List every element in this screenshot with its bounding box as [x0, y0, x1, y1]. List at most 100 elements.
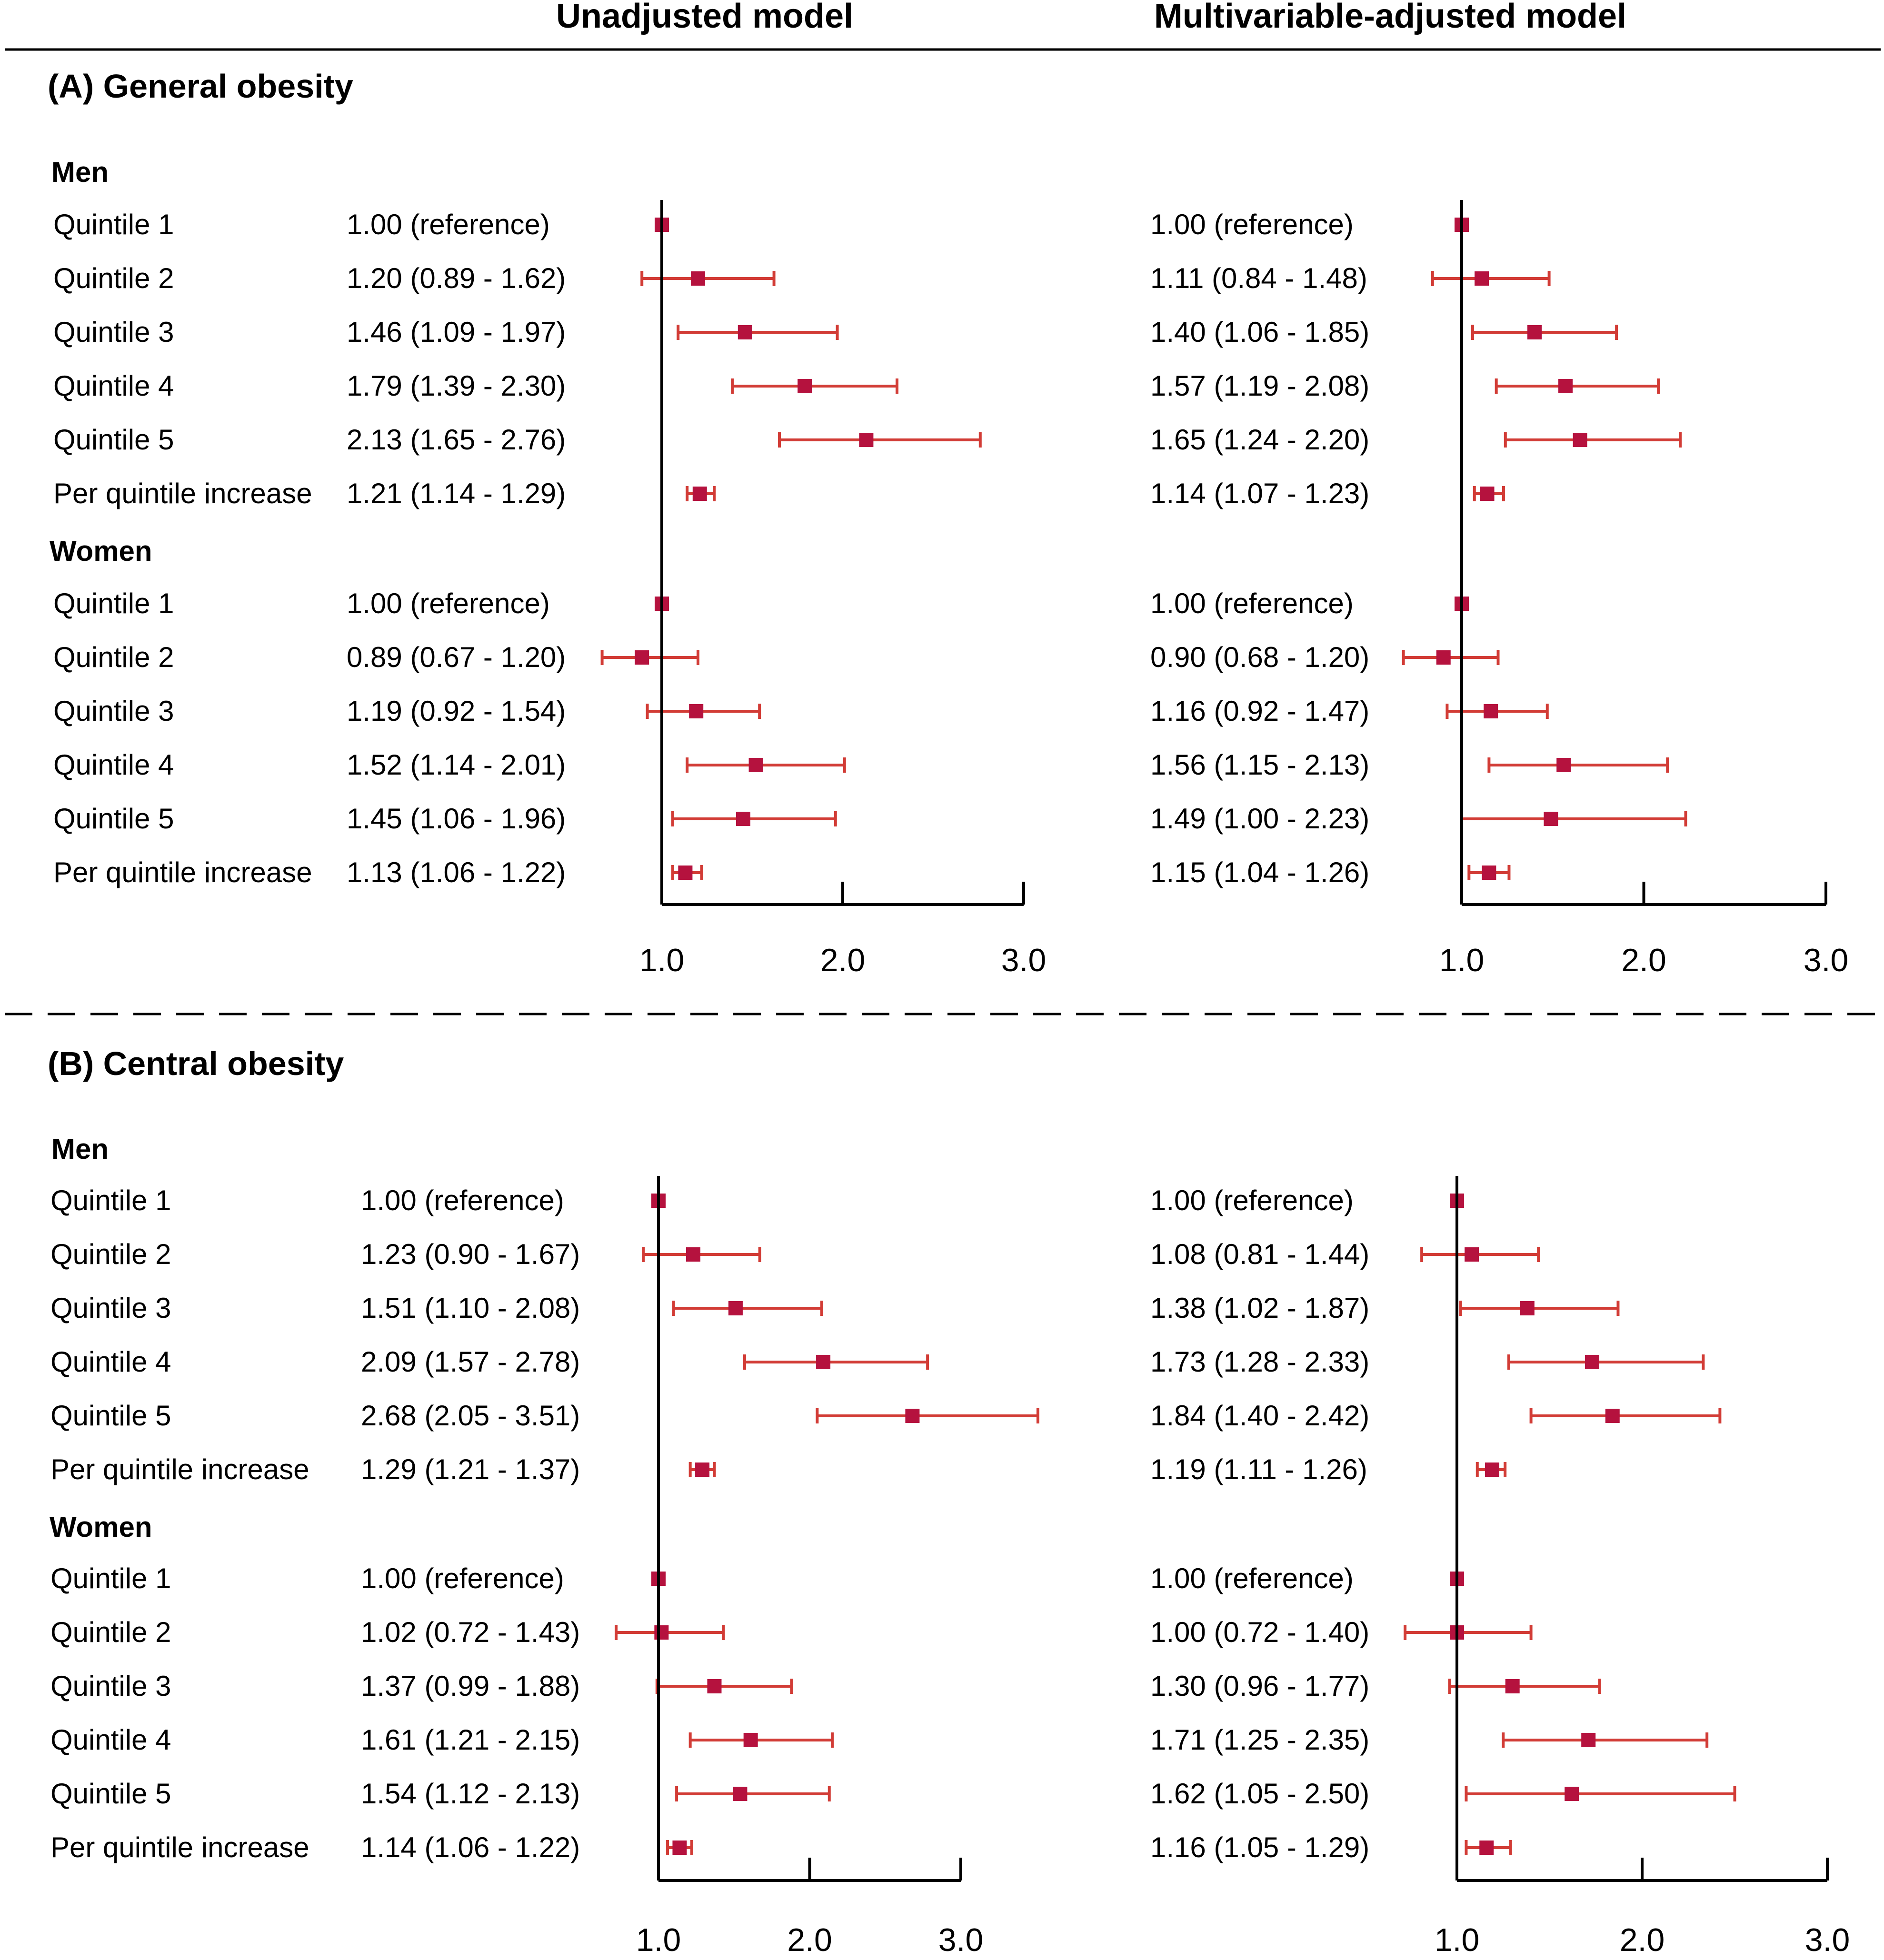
- estimate-label-central-adj-men-3: 1.73 (1.28 - 2.33): [1150, 1346, 1369, 1378]
- row-label-central-men-4: Quintile 5: [50, 1400, 171, 1432]
- row-label-central-women-4: Quintile 5: [50, 1778, 171, 1810]
- point-marker-central-adj-women-5: [1479, 1841, 1494, 1855]
- row-label-general-women-5: Per quintile increase: [53, 856, 312, 888]
- row-label-general-women-1: Quintile 2: [53, 641, 174, 673]
- estimate-label-central-adj-women-4: 1.62 (1.05 - 2.50): [1150, 1778, 1369, 1810]
- estimate-label-central-adj-women-0: 1.00 (reference): [1150, 1562, 1354, 1594]
- estimate-label-general-adj-men-5: 1.14 (1.07 - 1.23): [1150, 478, 1369, 509]
- point-marker-general-unadj-men-3: [797, 379, 812, 393]
- estimate-label-central-adj-men-5: 1.19 (1.11 - 1.26): [1150, 1453, 1367, 1485]
- row-label-central-women-1: Quintile 2: [50, 1616, 171, 1648]
- estimate-label-central-adj-men-1: 1.08 (0.81 - 1.44): [1150, 1238, 1369, 1270]
- point-marker-central-adj-men-3: [1585, 1355, 1599, 1369]
- estimate-label-central-adj-women-3: 1.71 (1.25 - 2.35): [1150, 1724, 1369, 1756]
- estimate-label-general-unadj-women-4: 1.45 (1.06 - 1.96): [347, 803, 566, 835]
- estimate-label-general-unadj-women-3: 1.52 (1.14 - 2.01): [347, 749, 566, 781]
- estimate-label-central-adj-women-2: 1.30 (0.96 - 1.77): [1150, 1670, 1369, 1702]
- estimate-label-central-unadj-men-3: 2.09 (1.57 - 2.78): [361, 1346, 580, 1378]
- estimate-label-general-adj-men-3: 1.57 (1.19 - 2.08): [1150, 370, 1369, 402]
- column-title-adjusted: Multivariable-adjusted model: [1154, 0, 1626, 35]
- row-label-general-women-0: Quintile 1: [53, 587, 174, 619]
- point-marker-general-adj-women-4: [1544, 812, 1558, 826]
- row-label-central-women-2: Quintile 3: [50, 1670, 171, 1702]
- point-marker-general-unadj-men-4: [859, 433, 874, 447]
- estimate-label-general-unadj-women-1: 0.89 (0.67 - 1.20): [347, 641, 566, 673]
- point-marker-central-adj-women-3: [1581, 1733, 1596, 1747]
- point-marker-central-adj-men-2: [1520, 1301, 1535, 1315]
- x-tick-label-central-unadj-1: 2.0: [787, 1922, 832, 1958]
- estimate-label-central-unadj-men-2: 1.51 (1.10 - 2.08): [361, 1292, 580, 1324]
- point-marker-general-unadj-women-4: [736, 812, 750, 826]
- estimate-label-central-unadj-men-0: 1.00 (reference): [361, 1184, 564, 1216]
- point-marker-central-unadj-women-2: [707, 1679, 722, 1693]
- estimate-label-central-unadj-men-5: 1.29 (1.21 - 1.37): [361, 1453, 580, 1485]
- row-label-general-women-2: Quintile 3: [53, 695, 174, 727]
- row-label-central-men-3: Quintile 4: [50, 1346, 171, 1378]
- estimate-label-general-adj-men-4: 1.65 (1.24 - 2.20): [1150, 424, 1369, 456]
- estimate-label-general-unadj-women-5: 1.13 (1.06 - 1.22): [347, 856, 566, 888]
- estimate-label-central-adj-men-4: 1.84 (1.40 - 2.42): [1150, 1400, 1369, 1432]
- estimate-label-general-unadj-men-0: 1.00 (reference): [347, 209, 550, 240]
- estimate-label-central-unadj-women-1: 1.02 (0.72 - 1.43): [361, 1616, 580, 1648]
- estimate-label-general-adj-men-0: 1.00 (reference): [1150, 209, 1354, 240]
- row-label-central-men-0: Quintile 1: [50, 1184, 171, 1216]
- point-marker-general-adj-men-3: [1558, 379, 1573, 393]
- point-marker-central-adj-men-1: [1465, 1247, 1479, 1262]
- row-label-central-women-0: Quintile 1: [50, 1562, 171, 1594]
- row-label-general-women-3: Quintile 4: [53, 749, 174, 781]
- estimate-label-central-unadj-women-3: 1.61 (1.21 - 2.15): [361, 1724, 580, 1756]
- point-marker-central-adj-women-4: [1565, 1787, 1579, 1801]
- point-marker-general-unadj-women-5: [678, 866, 693, 880]
- point-marker-central-unadj-men-4: [905, 1409, 920, 1423]
- estimate-label-central-unadj-women-0: 1.00 (reference): [361, 1562, 564, 1594]
- estimate-label-general-adj-men-2: 1.40 (1.06 - 1.85): [1150, 316, 1369, 348]
- group-title-central-men: Men: [51, 1133, 109, 1165]
- row-label-central-men-1: Quintile 2: [50, 1238, 171, 1270]
- row-label-general-women-4: Quintile 5: [53, 803, 174, 835]
- x-tick-label-central-adj-2: 3.0: [1805, 1922, 1850, 1958]
- estimate-label-general-adj-men-1: 1.11 (0.84 - 1.48): [1150, 262, 1367, 294]
- row-label-general-men-2: Quintile 3: [53, 316, 174, 348]
- estimate-label-central-adj-men-0: 1.00 (reference): [1150, 1184, 1354, 1216]
- point-marker-general-adj-men-1: [1475, 271, 1489, 286]
- row-label-general-men-1: Quintile 2: [53, 262, 174, 294]
- estimate-label-general-adj-women-4: 1.49 (1.00 - 2.23): [1150, 803, 1369, 835]
- x-tick-label-central-adj-1: 2.0: [1620, 1922, 1665, 1958]
- row-label-central-women-5: Per quintile increase: [50, 1831, 309, 1863]
- x-tick-label-general-adj-0: 1.0: [1439, 942, 1485, 978]
- section-title-central: (B) Central obesity: [48, 1045, 344, 1082]
- point-marker-general-adj-women-2: [1484, 704, 1498, 718]
- plot-area: (A) General obesity Men Quintile 1 1.00 (re…: [48, 68, 1850, 1958]
- point-marker-general-adj-women-1: [1436, 650, 1451, 665]
- group-title-general-women: Women: [50, 535, 152, 567]
- point-marker-general-unadj-women-3: [748, 758, 763, 772]
- estimate-label-general-unadj-men-3: 1.79 (1.39 - 2.30): [347, 370, 566, 402]
- row-label-central-men-2: Quintile 3: [50, 1292, 171, 1324]
- estimate-label-general-unadj-women-2: 1.19 (0.92 - 1.54): [347, 695, 566, 727]
- estimate-label-central-adj-women-1: 1.00 (0.72 - 1.40): [1150, 1616, 1369, 1648]
- estimate-label-general-adj-women-1: 0.90 (0.68 - 1.20): [1150, 641, 1369, 673]
- estimate-label-central-unadj-women-2: 1.37 (0.99 - 1.88): [361, 1670, 580, 1702]
- point-marker-central-adj-men-4: [1605, 1409, 1620, 1423]
- estimate-label-general-unadj-men-4: 2.13 (1.65 - 2.76): [347, 424, 566, 456]
- row-label-central-women-3: Quintile 4: [50, 1724, 171, 1756]
- estimate-label-central-adj-women-5: 1.16 (1.05 - 1.29): [1150, 1831, 1369, 1863]
- group-title-central-women: Women: [50, 1511, 152, 1543]
- point-marker-central-unadj-women-3: [743, 1733, 758, 1747]
- point-marker-central-unadj-women-1: [654, 1625, 669, 1640]
- point-marker-central-unadj-men-5: [695, 1463, 710, 1477]
- column-title-unadjusted: Unadjusted model: [556, 0, 853, 35]
- estimate-label-general-adj-women-0: 1.00 (reference): [1150, 587, 1354, 619]
- point-marker-central-adj-women-2: [1505, 1679, 1520, 1693]
- row-label-general-men-3: Quintile 4: [53, 370, 174, 402]
- x-tick-label-general-unadj-2: 3.0: [1001, 942, 1047, 978]
- x-tick-label-central-unadj-0: 1.0: [636, 1922, 681, 1958]
- estimate-label-general-adj-women-2: 1.16 (0.92 - 1.47): [1150, 695, 1369, 727]
- point-marker-central-unadj-women-4: [733, 1787, 748, 1801]
- x-tick-label-general-adj-2: 3.0: [1804, 942, 1849, 978]
- estimate-label-central-unadj-men-1: 1.23 (0.90 - 1.67): [361, 1238, 580, 1270]
- estimate-label-central-adj-men-2: 1.38 (1.02 - 1.87): [1150, 1292, 1369, 1324]
- point-marker-general-unadj-men-5: [692, 487, 707, 501]
- estimate-label-general-unadj-women-0: 1.00 (reference): [347, 587, 550, 619]
